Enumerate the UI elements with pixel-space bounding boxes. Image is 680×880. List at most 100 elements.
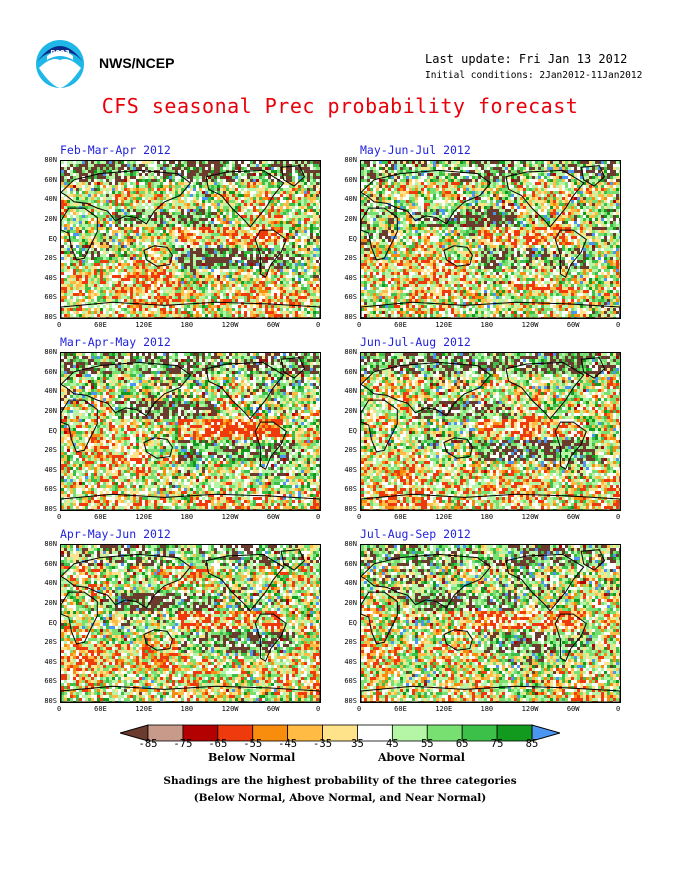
latitude-label: 20S	[335, 446, 357, 454]
latitude-label: EQ	[35, 427, 57, 435]
coastline	[361, 399, 398, 453]
colorbar-tick-label: -45	[278, 738, 297, 750]
latitude-label: 20S	[35, 638, 57, 646]
coastline	[443, 245, 473, 267]
longitude-label: 120W	[222, 513, 239, 521]
latitude-label: 80N	[35, 540, 57, 548]
latitude-label: 40N	[35, 195, 57, 203]
svg-text:noaa: noaa	[50, 48, 70, 56]
longitude-label: 120W	[522, 513, 539, 521]
coastline	[61, 399, 98, 453]
latitude-label: 40S	[335, 466, 357, 474]
initial-conditions-text: Initial conditions: 2Jan2012-11Jan2012	[425, 70, 642, 81]
longitude-label: 120E	[435, 705, 452, 713]
longitude-label: 0	[316, 705, 320, 713]
coastline	[61, 361, 192, 417]
latitude-label: EQ	[35, 619, 57, 627]
coastline	[254, 613, 287, 662]
latitude-label: 60N	[35, 176, 57, 184]
longitude-label: 120E	[435, 513, 452, 521]
note-line-1: Shadings are the highest probability of …	[0, 775, 680, 787]
coastline	[361, 207, 398, 261]
coastline	[443, 437, 473, 459]
coastline	[254, 229, 287, 278]
coastline	[280, 165, 306, 187]
latitude-label: EQ	[335, 427, 357, 435]
colorbar-tick-label: 55	[421, 738, 434, 750]
forecast-map	[60, 352, 321, 511]
longitude-label: 180	[181, 705, 194, 713]
longitude-label: 120E	[135, 705, 152, 713]
coastline	[505, 553, 585, 612]
coastline	[361, 591, 398, 645]
coastline	[280, 549, 306, 571]
longitude-label: 60E	[394, 321, 407, 329]
coastline	[361, 361, 492, 417]
colorbar-tick-label: 35	[351, 738, 364, 750]
latitude-label: 60N	[335, 176, 357, 184]
latitude-label: 60N	[35, 560, 57, 568]
longitude-label: 60E	[394, 513, 407, 521]
longitude-label: 60W	[267, 321, 280, 329]
latitude-label: 80S	[335, 697, 357, 705]
latitude-label: 80N	[35, 156, 57, 164]
colorbar	[120, 724, 560, 742]
panel-title: Mar-Apr-May 2012	[60, 335, 171, 349]
latitude-label: 60N	[35, 368, 57, 376]
latitude-label: 40N	[335, 387, 357, 395]
longitude-label: 60E	[94, 513, 107, 521]
panel-title: Jun-Jul-Aug 2012	[360, 335, 471, 349]
coastline	[554, 421, 587, 470]
latitude-label: 80S	[35, 313, 57, 321]
latitude-label: EQ	[335, 619, 357, 627]
coastline	[61, 591, 98, 645]
longitude-label: 0	[616, 513, 620, 521]
coastline	[361, 169, 492, 225]
panel-title: Feb-Mar-Apr 2012	[60, 143, 171, 157]
coastline	[361, 301, 620, 318]
longitude-label: 60E	[94, 705, 107, 713]
page-title: CFS seasonal Prec probability forecast	[0, 94, 680, 118]
coastline	[580, 549, 606, 571]
longitude-label: 0	[357, 321, 361, 329]
forecast-map	[360, 160, 621, 319]
latitude-label: 20S	[335, 638, 357, 646]
longitude-label: 180	[481, 513, 494, 521]
latitude-label: 40S	[35, 466, 57, 474]
panel-title: Apr-May-Jun 2012	[60, 527, 171, 541]
coastline	[554, 229, 587, 278]
latitude-label: EQ	[335, 235, 357, 243]
longitude-label: 0	[357, 705, 361, 713]
longitude-label: 120W	[522, 705, 539, 713]
last-update-text: Last update: Fri Jan 13 2012	[425, 52, 627, 66]
colorbar-tick-label: 75	[491, 738, 504, 750]
latitude-label: 20N	[335, 599, 357, 607]
colorbar-tick-label: -75	[173, 738, 192, 750]
longitude-label: 60W	[567, 705, 580, 713]
coastline	[554, 613, 587, 662]
latitude-label: 20S	[35, 446, 57, 454]
latitude-label: 20N	[35, 599, 57, 607]
forecast-map	[60, 544, 321, 703]
colorbar-tick-label: -65	[208, 738, 227, 750]
panel-title: Jul-Aug-Sep 2012	[360, 527, 471, 541]
longitude-label: 60W	[567, 321, 580, 329]
longitude-label: 120W	[222, 321, 239, 329]
coastline	[61, 553, 192, 609]
longitude-label: 180	[181, 321, 194, 329]
note-line-2: (Below Normal, Above Normal, and Near No…	[0, 792, 680, 804]
coastline	[205, 361, 285, 420]
panel-title: May-Jun-Jul 2012	[360, 143, 471, 157]
coastline	[61, 207, 98, 261]
latitude-label: 20N	[335, 215, 357, 223]
colorbar-tick-label: 45	[386, 738, 399, 750]
latitude-label: 20N	[335, 407, 357, 415]
coastline	[61, 301, 320, 318]
longitude-label: 120E	[435, 321, 452, 329]
latitude-label: 80N	[335, 540, 357, 548]
latitude-label: 60S	[335, 293, 357, 301]
longitude-label: 0	[616, 705, 620, 713]
colorbar-arrow-right	[531, 724, 560, 742]
latitude-label: 40N	[35, 387, 57, 395]
